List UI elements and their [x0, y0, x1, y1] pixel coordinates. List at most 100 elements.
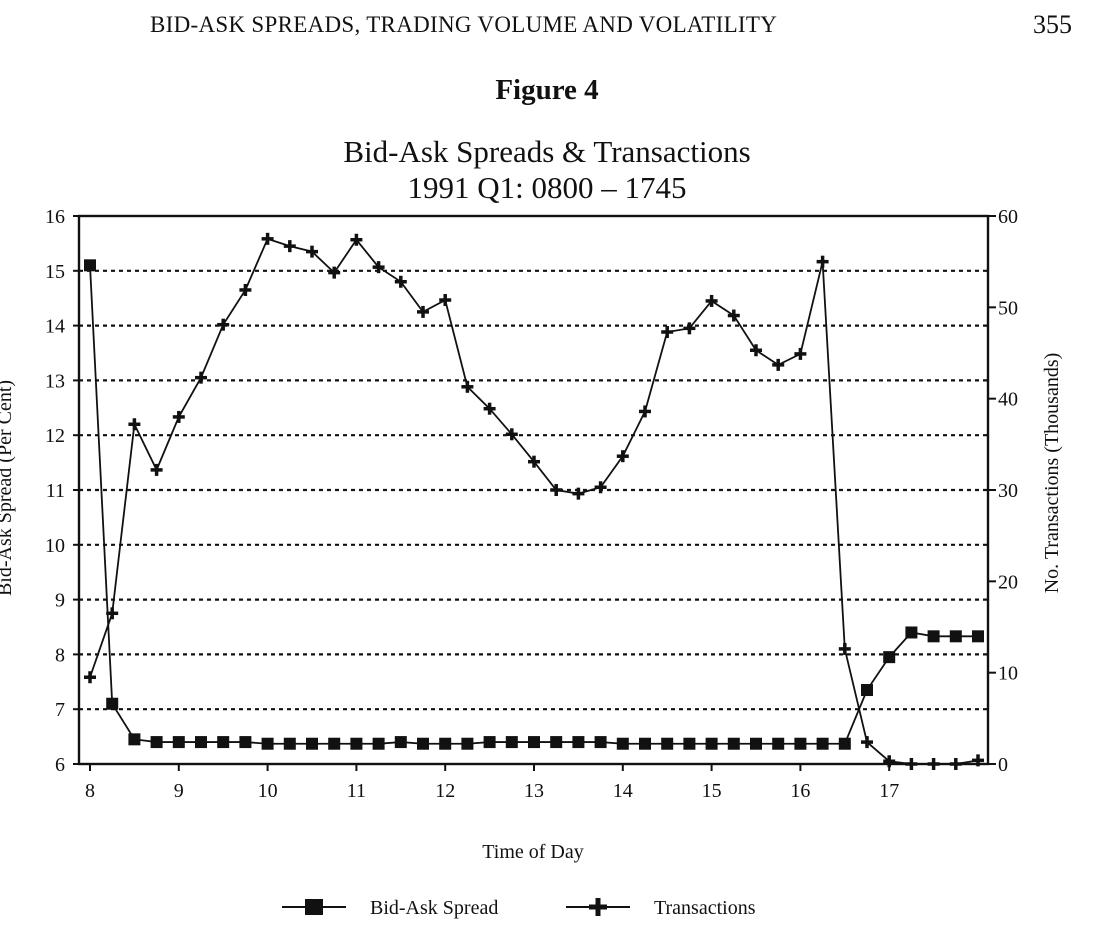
y-left-tick-label: 8 — [55, 644, 65, 666]
point-transactions — [816, 255, 829, 268]
y-left-tick-label: 14 — [45, 316, 65, 338]
point-transactions — [772, 358, 785, 371]
x-tick-label: 15 — [702, 780, 722, 802]
point-bid-ask-spread — [639, 737, 651, 750]
y-left-axis-title: Bid-Ask Spread (Per Cent) — [0, 380, 16, 596]
point-transactions — [550, 484, 563, 496]
series-line-transactions — [89, 237, 979, 765]
point-bid-ask-spread — [528, 736, 540, 749]
point-transactions — [838, 642, 851, 655]
point-transactions — [616, 450, 629, 463]
y-left-tick-label: 10 — [45, 535, 65, 557]
point-bid-ask-spread — [372, 737, 385, 750]
x-axis-title: Time of Day — [482, 841, 583, 863]
point-bid-ask-spread — [128, 733, 141, 746]
point-bid-ask-spread — [417, 737, 429, 750]
y-left-tick-label: 15 — [45, 261, 65, 283]
point-transactions — [461, 380, 474, 393]
point-bid-ask-spread — [394, 736, 407, 749]
y-right-tick-label: 50 — [998, 297, 1018, 319]
point-bid-ask-spread — [794, 737, 807, 750]
point-transactions — [306, 245, 318, 258]
point-bid-ask-spread — [483, 736, 496, 749]
point-transactions — [750, 344, 762, 357]
point-transactions — [572, 487, 585, 500]
point-bid-ask-spread — [683, 737, 696, 750]
point-transactions — [172, 410, 185, 423]
point-bid-ask-spread — [172, 736, 185, 749]
y-left-tick-label: 12 — [45, 425, 65, 447]
figure-label: Figure 4 — [495, 74, 599, 106]
point-transactions — [861, 736, 873, 749]
chart-title: Bid-Ask Spreads & Transactions — [343, 134, 751, 169]
y-right-tick-label: 40 — [998, 389, 1018, 411]
point-bid-ask-spread — [861, 684, 873, 697]
point-transactions — [372, 261, 385, 274]
point-transactions — [239, 283, 252, 296]
point-bid-ask-spread — [816, 737, 829, 750]
point-transactions — [128, 418, 141, 431]
point-bid-ask-spread — [883, 651, 896, 664]
point-transactions — [328, 266, 341, 279]
y-left-tick-label: 6 — [55, 754, 65, 776]
y-left-tick-label: 9 — [55, 590, 65, 612]
point-transactions — [661, 325, 674, 338]
point-bid-ask-spread — [772, 737, 785, 750]
point-transactions — [705, 294, 718, 307]
x-tick-label: 9 — [174, 780, 184, 802]
point-transactions — [217, 318, 230, 331]
point-bid-ask-spread — [972, 630, 984, 643]
x-tick-label: 13 — [524, 780, 544, 802]
legend-marker-transactions — [589, 898, 607, 916]
point-bid-ask-spread — [594, 736, 607, 749]
y-right-tick-label: 30 — [998, 480, 1018, 502]
point-bid-ask-spread — [195, 736, 207, 749]
point-bid-ask-spread — [661, 737, 674, 750]
y-right-tick-label: 10 — [998, 663, 1018, 685]
chart-subtitle: 1991 Q1: 0800 – 1745 — [407, 170, 687, 205]
point-transactions — [483, 402, 496, 415]
running-head: BID-ASK SPREADS, TRADING VOLUME AND VOLA… — [150, 12, 778, 37]
point-bid-ask-spread — [283, 737, 296, 750]
x-tick-label: 16 — [790, 780, 810, 802]
x-tick-label: 12 — [435, 780, 455, 802]
point-transactions — [794, 347, 807, 360]
point-bid-ask-spread — [705, 737, 718, 750]
point-transactions — [84, 671, 96, 684]
x-tick-label: 8 — [85, 780, 95, 802]
point-bid-ask-spread — [106, 697, 119, 710]
point-transactions — [394, 275, 407, 288]
point-bid-ask-spread — [949, 630, 962, 643]
point-bid-ask-spread — [905, 626, 918, 639]
point-bid-ask-spread — [550, 736, 563, 749]
x-tick-label: 10 — [258, 780, 278, 802]
point-bid-ask-spread — [461, 737, 474, 750]
y-right-tick-label: 20 — [998, 571, 1018, 593]
legend-marker-bid-ask-spread — [305, 899, 323, 915]
point-transactions — [639, 405, 651, 418]
point-bid-ask-spread — [350, 737, 363, 750]
x-tick-label: 17 — [879, 780, 899, 802]
y-right-tick-label: 0 — [998, 754, 1008, 776]
point-transactions — [283, 240, 296, 253]
legend-label-bid-ask-spread: Bid-Ask Spread — [370, 897, 498, 919]
point-transactions — [528, 455, 540, 468]
point-bid-ask-spread — [838, 737, 851, 750]
point-transactions — [350, 233, 363, 246]
point-transactions — [949, 758, 962, 770]
point-bid-ask-spread — [727, 737, 740, 750]
point-transactions — [106, 607, 119, 620]
chart-title-block: Bid-Ask Spreads & Transactions 1991 Q1: … — [0, 134, 1094, 206]
point-transactions — [417, 305, 429, 318]
y-left-tick-label: 13 — [45, 370, 65, 392]
point-transactions — [972, 754, 984, 767]
point-transactions — [505, 428, 518, 441]
y-right-tick-label: 60 — [998, 206, 1018, 228]
point-bid-ask-spread — [239, 736, 252, 749]
point-bid-ask-spread — [150, 736, 163, 749]
point-bid-ask-spread — [572, 736, 585, 749]
point-bid-ask-spread — [927, 630, 940, 643]
point-transactions — [195, 371, 207, 384]
point-transactions — [439, 294, 452, 307]
point-bid-ask-spread — [505, 736, 518, 749]
